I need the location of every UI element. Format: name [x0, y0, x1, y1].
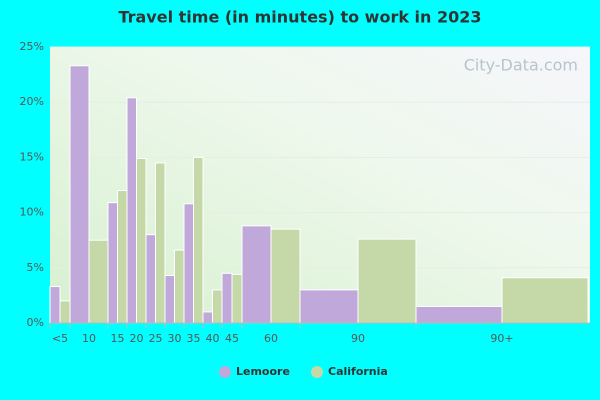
- bar: [88, 239, 109, 324]
- bar: [183, 203, 194, 324]
- x-tick-label: 20: [130, 332, 144, 345]
- y-tick-label: 0%: [27, 316, 44, 329]
- y-tick-label: 20%: [20, 95, 44, 108]
- y-tick-label: 15%: [20, 150, 44, 163]
- bar: [126, 97, 137, 324]
- bar: [117, 190, 128, 324]
- bar: [202, 311, 213, 324]
- y-tick-label: 5%: [27, 261, 44, 274]
- bar: [231, 273, 243, 324]
- watermark: City-Data.com: [464, 56, 578, 75]
- bar: [136, 158, 147, 324]
- y-tick-label: 25%: [20, 40, 44, 53]
- bar: [164, 275, 175, 324]
- x-tick-label: 35: [187, 332, 201, 345]
- bar: [241, 225, 272, 324]
- x-tick-label: 40: [206, 332, 220, 345]
- bar: [155, 162, 166, 324]
- x-tick-label: <5: [52, 332, 68, 345]
- bar: [415, 305, 503, 324]
- x-tick-label: 60: [264, 332, 278, 345]
- x-tick-label: 45: [225, 332, 239, 345]
- legend: Lemoore California: [219, 365, 388, 378]
- bar: [270, 228, 301, 324]
- bar: [59, 300, 71, 324]
- x-tick-label: 15: [111, 332, 125, 345]
- bar: [193, 156, 204, 324]
- legend-swatch: [311, 366, 323, 378]
- legend-label: California: [328, 365, 388, 378]
- x-tick-label: 90: [351, 332, 365, 345]
- x-tick-label: 90+: [490, 332, 513, 345]
- bar: [49, 286, 61, 324]
- bar: [357, 238, 417, 324]
- x-tick-label: 10: [82, 332, 96, 345]
- y-tick-label: 10%: [20, 206, 44, 219]
- x-tick-label: 30: [168, 332, 182, 345]
- chart-title: Travel time (in minutes) to work in 2023: [118, 8, 481, 27]
- bar: [69, 65, 90, 324]
- legend-label: Lemoore: [236, 365, 290, 378]
- bar: [501, 277, 589, 324]
- bar: [221, 272, 233, 324]
- x-tick-label: 25: [149, 332, 163, 345]
- bar: [212, 289, 223, 324]
- legend-swatch: [219, 366, 231, 378]
- bar: [174, 249, 185, 324]
- bar: [145, 234, 156, 324]
- bar: [299, 289, 359, 324]
- bar: [107, 202, 118, 324]
